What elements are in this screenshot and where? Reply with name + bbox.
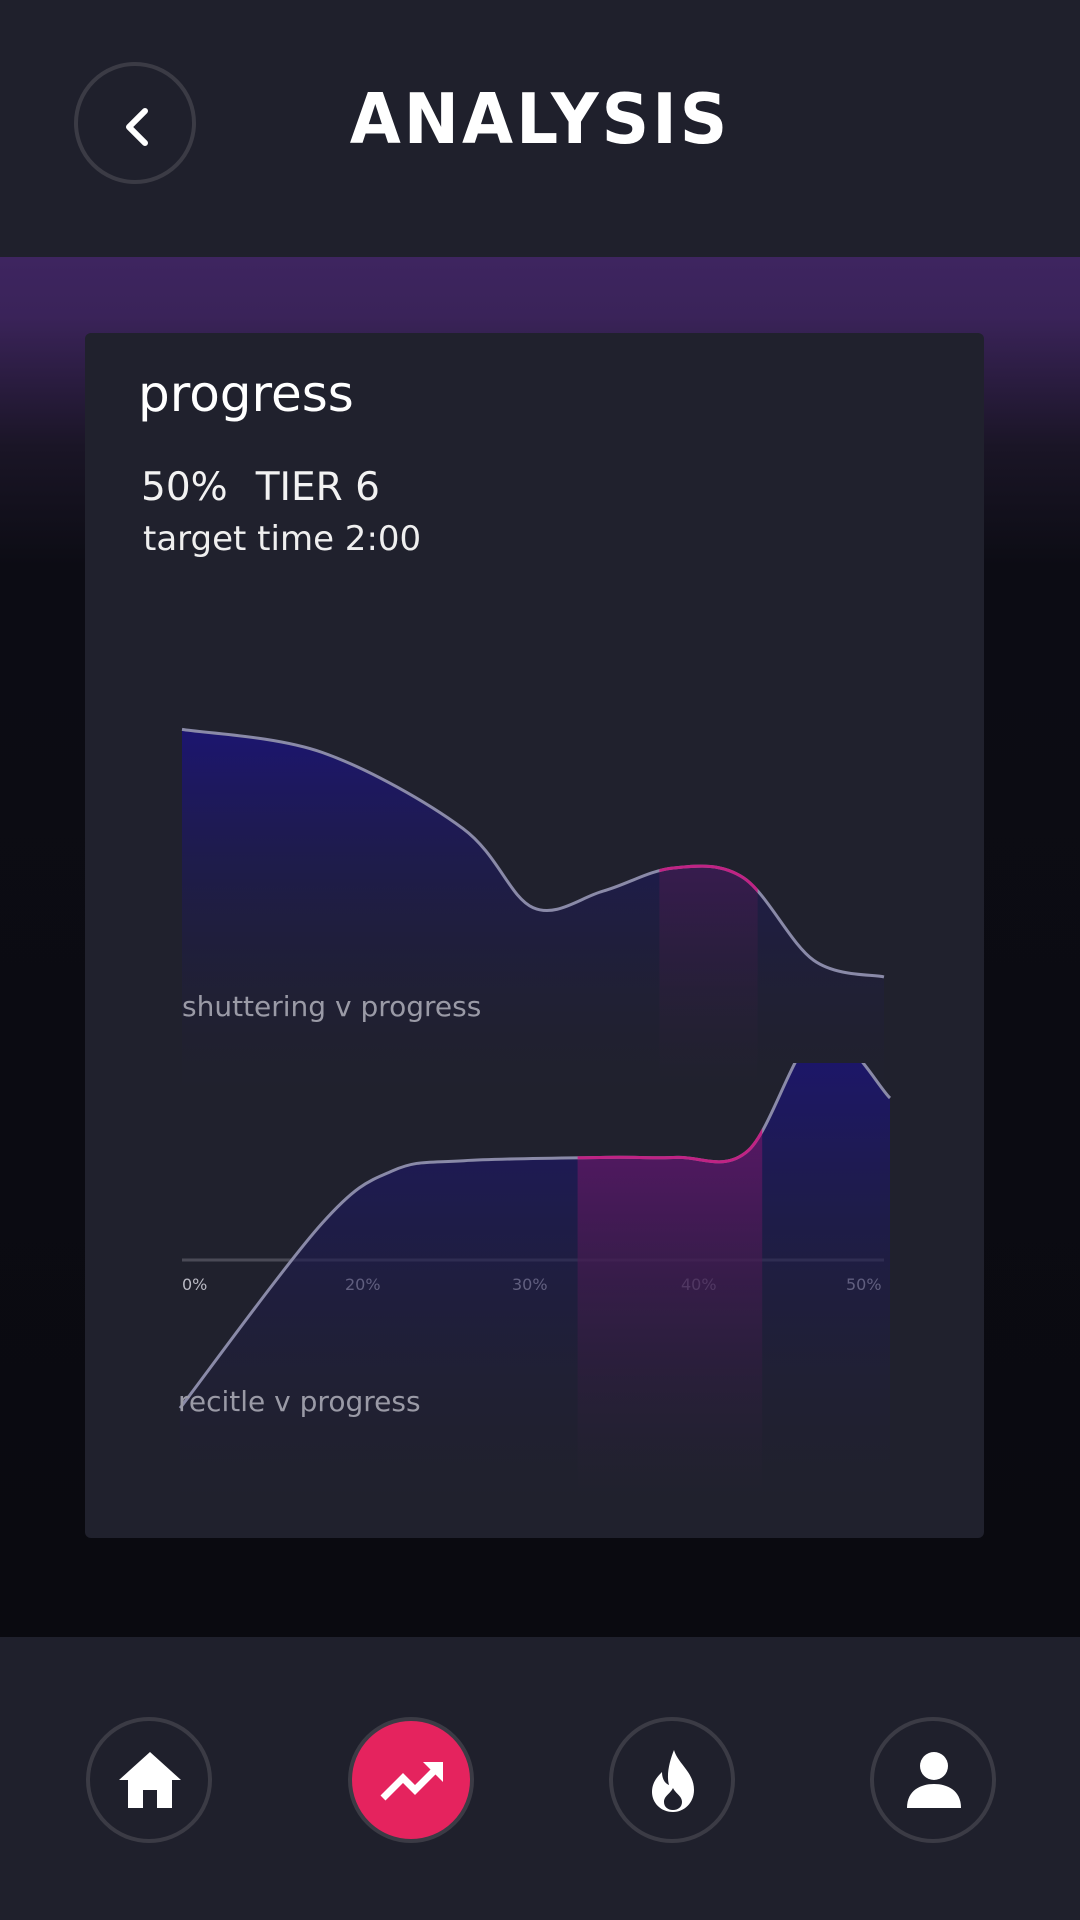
person-icon <box>907 1752 961 1808</box>
chart-label-shuttering: shuttering v progress <box>182 990 482 1023</box>
recitle-chart: 0%20%30%40%50% <box>178 1063 892 1693</box>
nav-profile-button[interactable] <box>870 1717 996 1843</box>
bottom-nav <box>0 1637 1080 1920</box>
target-time: target time 2:00 <box>143 519 422 559</box>
chart-area <box>180 1063 890 1503</box>
card-title: progress <box>138 365 354 423</box>
header: ANALYSIS <box>0 0 1080 257</box>
series-line <box>181 727 885 979</box>
stat-line: 50% TIER 6 <box>141 465 380 510</box>
home-icon <box>119 1752 181 1808</box>
progress-percent: 50% <box>141 465 228 510</box>
chart-label-recitle: recitle v progress <box>178 1385 421 1418</box>
tier-label: TIER 6 <box>255 465 380 510</box>
chevron-left-icon <box>126 108 148 146</box>
nav-home-button[interactable] <box>86 1717 212 1843</box>
nav-analysis-button[interactable] <box>348 1717 474 1843</box>
flame-icon <box>652 1750 694 1812</box>
chart-area <box>182 729 884 1093</box>
back-button[interactable] <box>74 62 196 184</box>
trending-up-icon <box>380 1762 443 1801</box>
tick-label: 0% <box>182 1275 207 1294</box>
nav-streak-button[interactable] <box>609 1717 735 1843</box>
highlight-line <box>577 1128 763 1164</box>
progress-card: progress 50% TIER 6 target time 2:00 0%20… <box>85 333 984 1693</box>
page-title: ANALYSIS <box>349 79 731 160</box>
highlight-band <box>577 1063 763 1503</box>
